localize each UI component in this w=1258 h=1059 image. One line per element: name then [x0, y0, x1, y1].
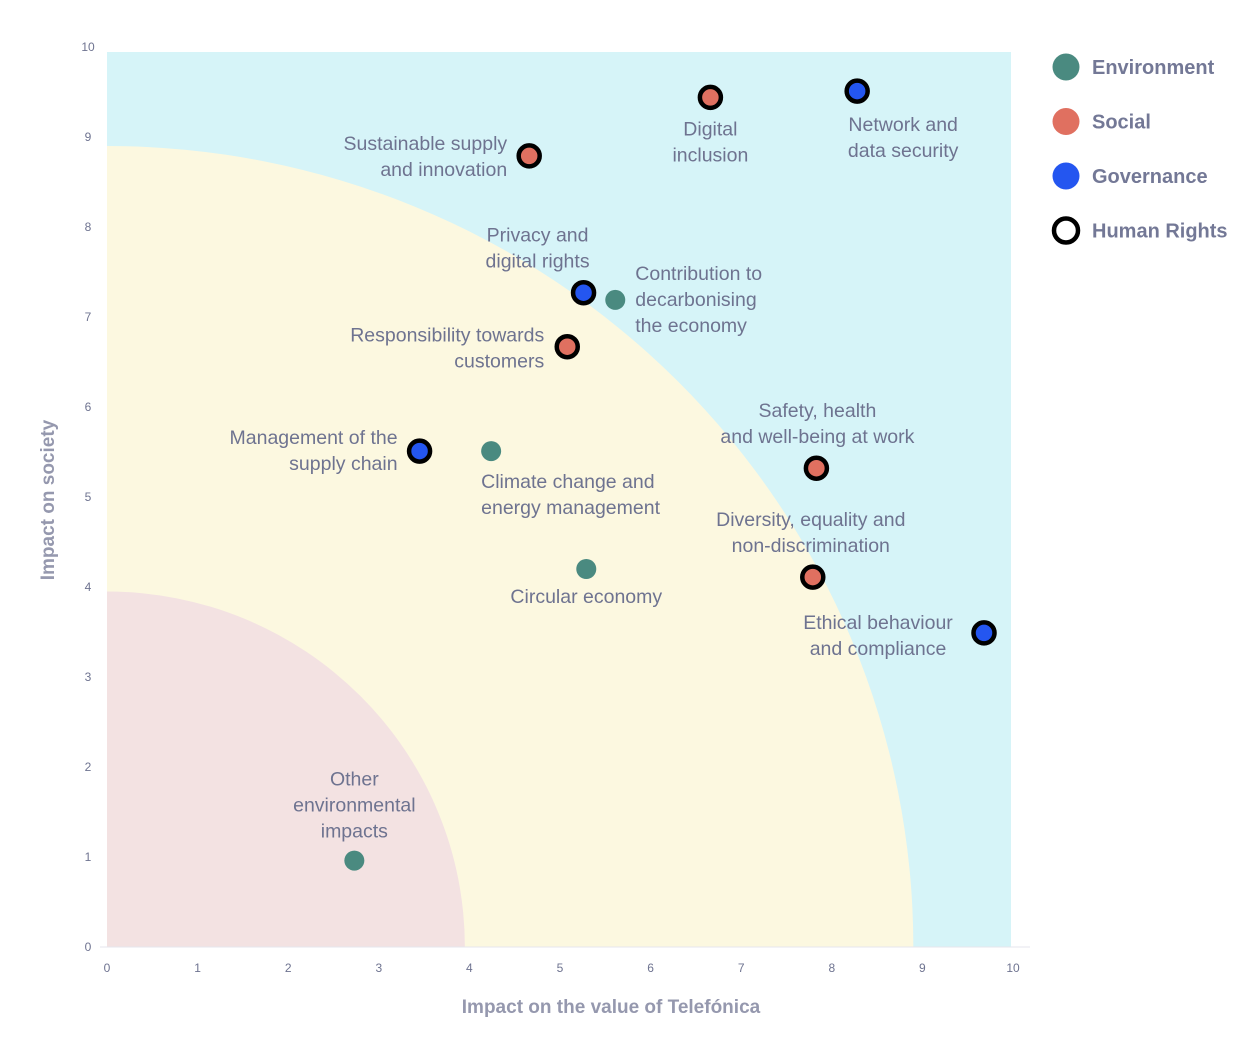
- x-tick-label: 7: [738, 961, 745, 975]
- point-label: Network and: [848, 114, 957, 136]
- data-point-environment[interactable]: [344, 850, 365, 871]
- region-low: [107, 591, 465, 947]
- data-point-environment[interactable]: [481, 441, 502, 462]
- legend-label: Human Rights: [1092, 221, 1228, 243]
- data-point-governance[interactable]: [971, 620, 997, 646]
- y-tick-label: 0: [85, 940, 92, 954]
- legend-marker: [1052, 53, 1080, 81]
- point-label: Contribution to: [635, 263, 762, 285]
- x-tick-label: 6: [647, 961, 654, 975]
- legend-marker: [1052, 162, 1080, 190]
- x-tick-label: 1: [194, 961, 201, 975]
- point-label: energy management: [481, 497, 660, 519]
- point-label: Climate change and: [481, 471, 654, 493]
- y-tick-label: 6: [85, 400, 92, 414]
- y-tick-label: 8: [85, 220, 92, 234]
- x-tick-labels: 0 1 2 3 4 5 6 7 8 9 10: [104, 961, 1020, 975]
- chart-regions: [107, 52, 1011, 947]
- point-label: customers: [454, 351, 544, 373]
- point-label: digital rights: [486, 251, 590, 273]
- point-label: non-discrimination: [732, 535, 890, 557]
- data-point-environment[interactable]: [576, 559, 597, 579]
- y-tick-label: 5: [85, 490, 92, 504]
- y-tick-labels: 0 1 2 3 4 5 6 7 8 9 10: [81, 40, 95, 954]
- data-point-social[interactable]: [697, 84, 724, 111]
- point-label: Circular economy: [510, 586, 662, 608]
- x-tick-label: 4: [466, 961, 473, 975]
- point-label: inclusion: [672, 144, 748, 166]
- legend: Environment Social Governance Human Rights: [1051, 53, 1228, 245]
- x-tick-label: 3: [375, 961, 382, 975]
- x-tick-label: 0: [104, 961, 111, 975]
- point-label: the economy: [635, 315, 747, 337]
- legend-item-social: Social: [1052, 108, 1151, 135]
- x-tick-label: 8: [828, 961, 835, 975]
- data-points: [344, 78, 997, 871]
- x-tick-label: 5: [557, 961, 564, 975]
- x-tick-label: 2: [285, 961, 292, 975]
- legend-item-environment: Environment: [1052, 53, 1215, 81]
- x-axis-title: Impact on the value of Telefónica: [462, 997, 761, 1018]
- y-tick-label: 7: [85, 310, 92, 324]
- y-tick-label: 10: [81, 40, 95, 54]
- point-label: Diversity, equality and: [716, 509, 905, 531]
- point-label: and innovation: [380, 159, 507, 181]
- y-tick-label: 1: [85, 850, 92, 864]
- y-tick-label: 2: [85, 760, 92, 774]
- point-label: Sustainable supply: [343, 133, 507, 155]
- legend-marker: [1051, 216, 1081, 245]
- point-label: Ethical behaviour: [803, 612, 953, 634]
- legend-label: Environment: [1092, 57, 1215, 79]
- point-label: decarbonising: [635, 289, 756, 311]
- data-point-environment[interactable]: [605, 289, 626, 310]
- y-tick-label: 9: [85, 130, 92, 144]
- data-point-governance[interactable]: [406, 438, 433, 464]
- y-tick-label: 3: [85, 670, 92, 684]
- x-tick-label: 10: [1006, 961, 1020, 975]
- point-label: Responsibility towards: [350, 325, 544, 347]
- point-label: and compliance: [810, 638, 947, 660]
- data-point-governance[interactable]: [570, 279, 597, 306]
- point-label: Digital: [683, 118, 737, 140]
- data-point-social[interactable]: [803, 455, 830, 481]
- point-label: impacts: [321, 821, 388, 843]
- point-label: Other: [330, 769, 379, 791]
- y-tick-label: 4: [85, 580, 92, 594]
- point-label: and well-being at work: [720, 426, 914, 448]
- legend-label: Governance: [1092, 166, 1208, 188]
- legend-label: Social: [1092, 112, 1151, 134]
- point-label: data security: [848, 140, 959, 162]
- legend-marker: [1052, 108, 1080, 135]
- legend-item-human-rights: Human Rights: [1051, 216, 1228, 245]
- y-axis-title: Impact on society: [38, 419, 59, 580]
- point-label: Privacy and: [487, 225, 589, 247]
- x-tick-label: 9: [919, 961, 926, 975]
- point-label: environmental: [293, 795, 415, 817]
- data-point-governance[interactable]: [844, 78, 870, 104]
- point-label: Safety, health: [758, 400, 876, 422]
- legend-item-governance: Governance: [1052, 162, 1208, 190]
- point-label: Management of the: [230, 427, 398, 449]
- data-point-social[interactable]: [516, 143, 542, 169]
- data-point-social[interactable]: [554, 333, 580, 360]
- point-labels: Sustainable supply and innovation Digital i…: [230, 114, 959, 843]
- data-point-social[interactable]: [800, 564, 826, 590]
- point-label: supply chain: [289, 453, 397, 475]
